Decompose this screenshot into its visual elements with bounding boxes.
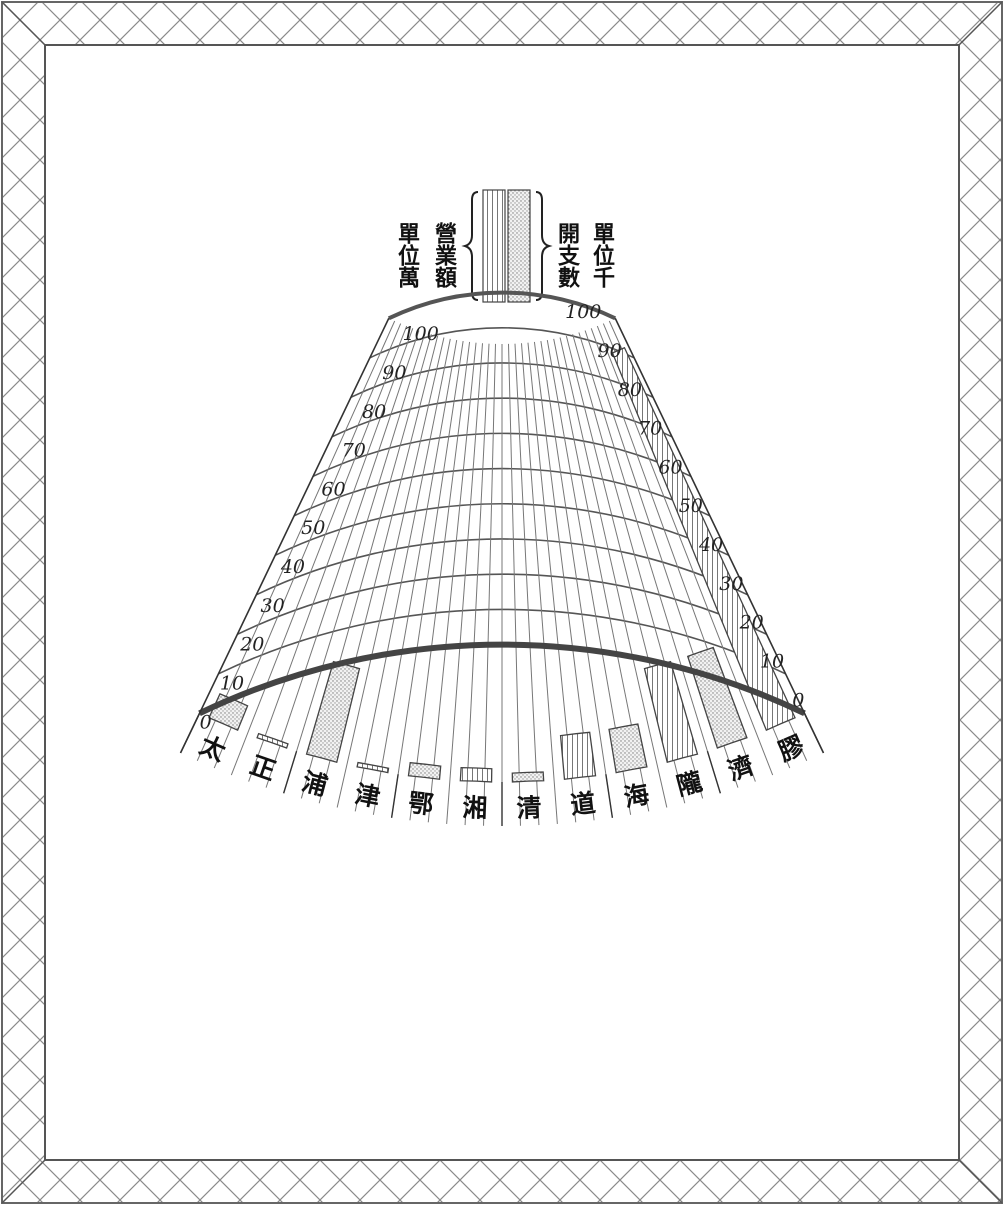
grid-radial-line [409, 341, 471, 821]
grid-radial-line [483, 343, 496, 826]
category-label: 清 [516, 793, 542, 823]
right-tick-label: 30 [261, 595, 285, 617]
bar-revenue-膠濟 [611, 346, 796, 732]
left-tick-label: 50 [679, 495, 703, 517]
grid-radial-line [596, 325, 774, 776]
group-separator [282, 750, 298, 794]
bar-expenditure-津浦 [305, 660, 361, 764]
legend-right-columns: 開支數 單位千 [554, 222, 615, 289]
category-label: 鄂 [407, 788, 435, 820]
right-tick-label: 10 [220, 672, 244, 694]
bar-expenditure-隴海 [608, 723, 648, 774]
grid-radial-line [540, 341, 613, 818]
grid-radial-line [578, 332, 721, 794]
grid-radial-line [372, 339, 458, 815]
grid-radial-line [446, 343, 484, 824]
left-tick-label: 20 [739, 612, 764, 634]
grid-radial-line [464, 343, 490, 826]
grid-radial-line [248, 328, 414, 782]
legend-right-col-1: 開支數 [554, 222, 580, 289]
left-axis-line [614, 317, 825, 754]
legend-swatch [461, 189, 553, 303]
right-tick-label: 40 [280, 556, 305, 578]
grid-radial-line [508, 343, 521, 826]
right-tick-label: 70 [342, 440, 366, 462]
right-tick-label: 50 [301, 517, 325, 539]
group-separator [390, 774, 399, 818]
category-label: 道 [569, 788, 597, 820]
grid-radial-line [559, 337, 668, 808]
group-separator [605, 774, 614, 818]
bar-expenditure-湘鄂 [407, 761, 442, 780]
grid-radial-line [196, 320, 396, 761]
legend-left-col-1: 單位萬 [394, 222, 420, 288]
group-separator [706, 750, 722, 794]
grid-radial-line [283, 332, 426, 794]
grid-radial-line [514, 343, 540, 826]
grid-radial-line [265, 330, 420, 788]
grid-radial-line [230, 325, 408, 776]
grid-radial-line [354, 338, 451, 812]
right-tick-label: 0 [200, 711, 212, 733]
grid-arc-90 [369, 327, 635, 359]
left-tick-label: 80 [618, 379, 642, 401]
baseline-arc [198, 641, 806, 717]
grid-arc-100 [387, 290, 617, 321]
bars [208, 346, 796, 783]
grid-radial-line [336, 337, 445, 808]
left-tick-label: 40 [698, 534, 723, 556]
left-tick-label: 0 [792, 689, 804, 711]
left-tick-label: 60 [658, 456, 682, 478]
right-tick-label: 80 [362, 401, 386, 423]
bar-revenue-湘鄂 [459, 766, 493, 783]
legend-left-col-2: 營業額 [431, 222, 457, 289]
category-label: 津 [353, 779, 383, 812]
category-label: 湘 [462, 793, 488, 823]
right-tick-label: 60 [321, 478, 345, 500]
right-tick-label: 100 [403, 323, 439, 345]
tick-labels: 0 10 20 30 40 50 60 70 80 90 100 0 10 20 30 40 50 60 70 80 9… [200, 301, 805, 733]
bar-revenue-津浦 [356, 761, 390, 774]
bar-revenue-正太 [256, 732, 289, 749]
grid-radial-line [520, 343, 558, 824]
legend: 單位萬 營業額 開支數 單位千 [394, 189, 615, 303]
right-axis-line [179, 317, 390, 754]
right-tick-label: 20 [239, 634, 264, 656]
legend-left-columns: 單位萬 營業額 [394, 222, 457, 289]
left-tick-label: 100 [565, 301, 601, 323]
grid-radial-line [391, 341, 464, 818]
left-tick-label: 70 [638, 418, 662, 440]
bar-revenue-道清 [559, 731, 597, 780]
left-tick-label: 10 [760, 650, 784, 672]
grid-radial-line [427, 342, 477, 823]
legend-right-col-2: 單位千 [589, 222, 615, 288]
left-tick-label: 90 [598, 340, 622, 362]
right-tick-label: 90 [382, 362, 406, 384]
left-tick-label: 30 [719, 573, 743, 595]
category-label: 海 [622, 779, 652, 812]
bar-expenditure-道清 [511, 771, 545, 783]
axes [179, 317, 825, 754]
